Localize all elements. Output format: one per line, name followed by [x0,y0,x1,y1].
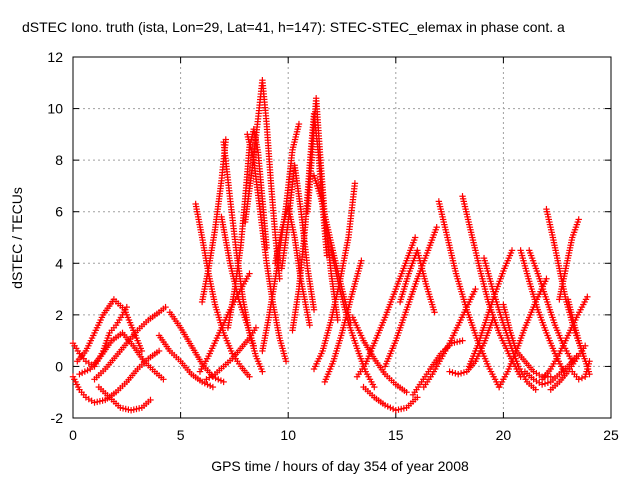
y-tick-label: -2 [51,410,64,426]
data-point [472,285,479,293]
data-point [252,324,260,331]
x-tick-labels: 0 5 10 15 20 25 [69,427,619,443]
y-tick-label: 10 [47,101,63,117]
data-point-interp [541,380,549,387]
data-point [220,378,227,386]
data-point [446,368,453,375]
data-point [575,216,582,223]
axis-ticks [72,56,612,419]
data-point [543,275,550,282]
data-point [282,358,290,365]
y-tick-labels: -2 0 2 4 6 8 10 12 [47,49,63,426]
chart-title: dSTEC Iono. truth (ista, Lon=29, Lat=41,… [22,19,565,35]
x-tick-label: 0 [69,427,77,443]
data-point [403,389,410,396]
x-tick-label: 20 [496,427,512,443]
x-tick-label: 5 [177,427,185,443]
data-point [433,223,440,231]
data-point-interp [449,369,456,376]
data-point [138,347,146,355]
data-point-interp [452,370,459,377]
x-tick-label: 25 [603,427,619,443]
data-point [575,376,582,383]
gridlines [73,57,611,418]
data-point [351,180,359,187]
data-point [306,321,313,329]
y-tick-label: 0 [55,358,63,374]
data-point [411,234,419,241]
data-point [573,352,580,360]
data-point-interp [460,369,468,376]
x-tick-label: 10 [280,427,296,443]
data-point [508,247,516,254]
data-point [259,368,266,375]
data-point [358,257,365,264]
data-point [246,270,253,277]
x-tick-label: 15 [388,427,404,443]
data-point [310,306,318,313]
data-point [431,309,438,316]
y-tick-label: 4 [55,255,63,271]
data-point [334,316,341,324]
data-marks [69,77,593,414]
y-tick-label: 8 [55,152,63,168]
data-point [414,394,421,401]
data-point [532,386,539,393]
y-tick-label: 12 [47,49,63,65]
data-point [160,376,167,383]
data-point [155,347,163,355]
data-point-interp [457,370,465,377]
y-tick-label: 6 [55,204,63,220]
data-point [295,120,303,128]
data-point [459,337,466,344]
data-point [538,381,546,388]
data-point [246,373,253,380]
data-point [584,293,591,301]
data-point [455,370,462,378]
data-point-interp [578,374,586,382]
data-point [147,396,154,404]
data-point [547,373,554,380]
data-point [586,358,593,365]
data-point [209,383,217,391]
x-axis-label: GPS time / hours of day 354 of year 2008 [211,458,469,474]
data-point [371,383,378,391]
data-point-interp [544,379,552,386]
plot-frame [72,56,612,419]
y-tick-label: 2 [55,307,63,323]
data-point [162,303,169,311]
y-axis-label: dSTEC / TECUs [9,187,25,289]
